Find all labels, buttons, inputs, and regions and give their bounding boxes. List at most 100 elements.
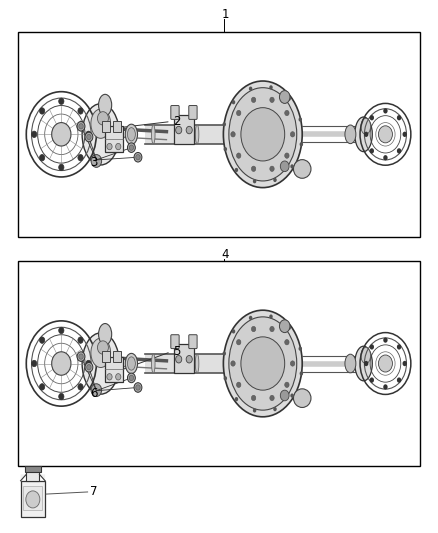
Circle shape bbox=[91, 384, 102, 397]
Ellipse shape bbox=[229, 87, 297, 181]
Ellipse shape bbox=[97, 111, 108, 125]
Circle shape bbox=[285, 340, 289, 345]
Circle shape bbox=[85, 132, 93, 142]
Circle shape bbox=[290, 164, 294, 168]
Circle shape bbox=[299, 346, 302, 351]
Circle shape bbox=[39, 155, 45, 161]
Circle shape bbox=[223, 376, 227, 381]
Circle shape bbox=[79, 124, 83, 129]
Circle shape bbox=[378, 355, 392, 372]
Circle shape bbox=[85, 362, 93, 372]
Circle shape bbox=[290, 132, 295, 137]
Bar bbox=[21, 481, 45, 517]
Circle shape bbox=[397, 115, 401, 120]
Circle shape bbox=[134, 383, 142, 392]
Circle shape bbox=[270, 97, 274, 102]
Ellipse shape bbox=[91, 109, 110, 139]
Circle shape bbox=[129, 145, 134, 150]
Bar bbox=[102, 351, 110, 362]
Circle shape bbox=[186, 126, 192, 134]
Circle shape bbox=[378, 126, 392, 143]
Circle shape bbox=[241, 337, 285, 390]
Ellipse shape bbox=[345, 125, 356, 143]
Bar bbox=[174, 115, 194, 144]
Circle shape bbox=[279, 320, 290, 333]
Circle shape bbox=[370, 377, 374, 383]
Circle shape bbox=[136, 385, 140, 390]
Bar bbox=[174, 344, 194, 373]
Circle shape bbox=[397, 344, 401, 350]
Bar bbox=[113, 121, 121, 132]
Circle shape bbox=[79, 354, 83, 359]
Circle shape bbox=[241, 108, 285, 161]
Circle shape bbox=[77, 122, 85, 131]
Circle shape bbox=[176, 126, 182, 134]
Circle shape bbox=[383, 155, 388, 160]
Circle shape bbox=[232, 329, 235, 334]
FancyBboxPatch shape bbox=[189, 106, 197, 119]
FancyBboxPatch shape bbox=[171, 106, 179, 119]
Circle shape bbox=[249, 316, 252, 320]
Circle shape bbox=[280, 161, 289, 172]
Ellipse shape bbox=[223, 81, 302, 188]
Circle shape bbox=[285, 110, 289, 116]
Circle shape bbox=[39, 108, 45, 114]
Ellipse shape bbox=[82, 103, 119, 165]
Circle shape bbox=[397, 377, 401, 383]
Circle shape bbox=[287, 326, 291, 330]
Ellipse shape bbox=[252, 354, 256, 373]
Ellipse shape bbox=[125, 124, 138, 144]
Ellipse shape bbox=[355, 346, 372, 381]
Circle shape bbox=[59, 98, 64, 104]
Circle shape bbox=[232, 100, 235, 104]
Circle shape bbox=[136, 155, 140, 160]
Bar bbox=[23, 486, 42, 510]
Ellipse shape bbox=[99, 324, 112, 345]
Bar bbox=[18, 261, 420, 466]
Bar bbox=[105, 357, 123, 382]
Circle shape bbox=[237, 110, 241, 116]
Bar bbox=[105, 126, 123, 152]
Bar bbox=[145, 125, 298, 144]
Text: 6: 6 bbox=[90, 387, 97, 400]
Circle shape bbox=[370, 148, 374, 154]
Circle shape bbox=[383, 384, 388, 390]
Circle shape bbox=[300, 372, 303, 376]
Circle shape bbox=[116, 374, 121, 380]
Ellipse shape bbox=[82, 333, 119, 394]
Circle shape bbox=[231, 361, 235, 366]
Text: 3: 3 bbox=[90, 156, 97, 169]
Circle shape bbox=[249, 86, 252, 91]
Circle shape bbox=[32, 360, 37, 367]
Ellipse shape bbox=[127, 357, 135, 370]
Circle shape bbox=[300, 142, 303, 147]
Circle shape bbox=[251, 326, 256, 332]
Circle shape bbox=[299, 117, 302, 122]
FancyBboxPatch shape bbox=[189, 335, 197, 349]
Circle shape bbox=[107, 143, 112, 150]
Circle shape bbox=[59, 164, 64, 171]
Circle shape bbox=[78, 337, 83, 343]
Circle shape bbox=[59, 327, 64, 334]
Circle shape bbox=[279, 91, 290, 103]
Ellipse shape bbox=[293, 389, 311, 407]
Text: 2: 2 bbox=[173, 115, 180, 128]
Circle shape bbox=[78, 155, 83, 161]
Circle shape bbox=[290, 393, 294, 398]
Text: 7: 7 bbox=[90, 486, 97, 498]
Text: 1: 1 bbox=[221, 9, 229, 21]
Ellipse shape bbox=[152, 125, 155, 144]
Circle shape bbox=[52, 352, 71, 375]
Ellipse shape bbox=[252, 125, 256, 144]
Polygon shape bbox=[21, 474, 26, 481]
Circle shape bbox=[32, 131, 37, 138]
Ellipse shape bbox=[195, 125, 199, 144]
Circle shape bbox=[290, 361, 295, 366]
Circle shape bbox=[39, 384, 45, 390]
Bar bbox=[25, 466, 41, 472]
Circle shape bbox=[127, 373, 135, 383]
Circle shape bbox=[287, 96, 291, 101]
Bar bbox=[18, 32, 420, 237]
Ellipse shape bbox=[99, 94, 112, 116]
Circle shape bbox=[107, 374, 112, 380]
